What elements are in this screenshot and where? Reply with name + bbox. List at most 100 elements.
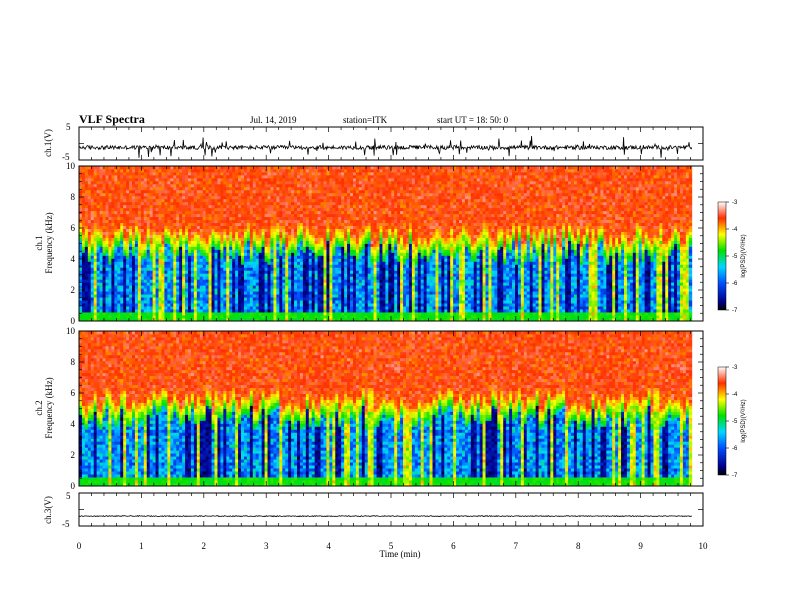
- spectrogram-cell: [270, 222, 274, 227]
- spectrogram-cell: [226, 171, 230, 176]
- spectrogram-cell: [344, 279, 348, 283]
- spectrogram-cell: [202, 300, 207, 304]
- spectrogram-cell: [279, 171, 283, 176]
- spectrogram-cell: [196, 174, 201, 179]
- spectrogram-cell: [288, 174, 292, 179]
- spectrogram-cell: [323, 228, 327, 232]
- spectrogram-cell: [84, 258, 89, 262]
- spectrogram-cell: [279, 261, 283, 265]
- spectrogram-cell: [196, 240, 201, 244]
- spectrogram-cell: [299, 270, 304, 274]
- spectrogram-cell: [179, 216, 183, 221]
- spectrogram-cell: [350, 219, 354, 224]
- spectrogram-cell: [243, 312, 248, 316]
- spectrogram-cell: [188, 225, 192, 229]
- spectrogram-cell: [273, 264, 277, 268]
- spectrogram-cell: [190, 297, 195, 301]
- spectrogram-cell: [273, 180, 277, 185]
- spectrogram-cell: [326, 213, 330, 218]
- spectrogram-cell: [81, 186, 86, 191]
- spectrogram-cell: [282, 168, 286, 173]
- spectrogram-cell: [161, 171, 165, 176]
- spectrogram-cell: [267, 267, 271, 271]
- spectrogram-cell: [167, 312, 171, 316]
- spectrogram-cell: [267, 228, 271, 232]
- spectrogram-cell: [341, 189, 345, 194]
- spectrogram-cell: [282, 315, 286, 319]
- spectrogram-cell: [117, 258, 121, 262]
- spectrogram-cell: [120, 166, 124, 170]
- spectrogram-cell: [155, 195, 159, 200]
- spectrogram-cell: [243, 252, 248, 256]
- spectrogram-cell: [264, 225, 268, 229]
- spectrogram-cell: [338, 213, 342, 218]
- spectrogram-cell: [176, 258, 180, 262]
- spectrogram-cell: [297, 306, 301, 310]
- spectrogram-cell: [329, 219, 333, 224]
- spectrogram-cell: [344, 300, 348, 304]
- spectrogram-cell: [335, 189, 339, 194]
- spectrogram-cell: [164, 255, 168, 259]
- spectrogram-cell: [170, 168, 174, 173]
- spectrogram-cell: [302, 294, 307, 298]
- spectrogram-cell: [161, 249, 165, 253]
- spectrogram-cell: [335, 303, 339, 307]
- spectrogram-cell: [341, 168, 345, 173]
- spectrogram-cell: [226, 291, 230, 295]
- spectrogram-cell: [252, 285, 257, 289]
- spectrogram-cell: [90, 177, 95, 182]
- spectrogram-cell: [202, 180, 207, 185]
- spectrogram-cell: [134, 273, 139, 277]
- spectrogram-cell: [302, 216, 307, 221]
- spectrogram-cell: [161, 195, 165, 200]
- spectrogram-cell: [350, 174, 354, 179]
- spectrogram-cell: [235, 171, 239, 176]
- spectrogram-cell: [208, 225, 212, 229]
- spectrogram-cell: [223, 171, 227, 176]
- spectrogram-cell: [235, 261, 239, 265]
- spectrogram-cell: [223, 168, 227, 173]
- spectrogram-cell: [332, 171, 336, 176]
- spectrogram-cell: [155, 198, 159, 203]
- spectrogram-cell: [258, 258, 263, 262]
- spectrogram-cell: [96, 213, 101, 218]
- spectrogram-cell: [252, 306, 257, 310]
- spectrogram-cell: [155, 309, 159, 313]
- spectrogram-cell: [226, 288, 230, 292]
- spectrogram-cell: [305, 183, 310, 188]
- spectrogram-cell: [185, 279, 189, 283]
- spectrogram-cell: [208, 291, 212, 295]
- spectrogram-cell: [108, 168, 112, 173]
- spectrogram-cell: [102, 288, 106, 292]
- spectrogram-cell: [238, 198, 242, 203]
- spectrogram-cell: [226, 294, 230, 298]
- spectrogram-cell: [214, 180, 218, 185]
- spectrogram-cell: [132, 168, 136, 173]
- spectrogram-cell: [217, 282, 221, 286]
- spectrogram-cell: [326, 270, 330, 274]
- spectrogram-cell: [308, 186, 313, 191]
- spectrogram-cell: [241, 315, 245, 319]
- spectrogram-cell: [217, 306, 221, 310]
- spectrogram-cell: [352, 306, 357, 310]
- spectrogram-cell: [350, 297, 354, 301]
- spectrogram-cell: [282, 198, 286, 203]
- spectrogram-cell: [261, 198, 265, 203]
- spectrogram-cell: [305, 186, 310, 191]
- spectrogram-cell: [140, 309, 145, 313]
- spectrogram-cell: [282, 255, 286, 259]
- spectrogram-cell: [226, 309, 230, 313]
- spectrogram-cell: [243, 183, 248, 188]
- spectrogram-cell: [105, 189, 109, 194]
- spectrogram-cell: [238, 222, 242, 227]
- spectrogram-cell: [232, 195, 236, 200]
- spectrogram-cell: [214, 246, 218, 250]
- spectrogram-cell: [282, 234, 286, 238]
- spectrogram-cell: [347, 273, 351, 277]
- spectrogram-cell: [208, 267, 212, 271]
- spectrogram-cell: [267, 276, 271, 280]
- spectrogram-cell: [79, 168, 83, 173]
- spectrogram-cell: [211, 219, 215, 224]
- spectrogram-cell: [79, 183, 83, 188]
